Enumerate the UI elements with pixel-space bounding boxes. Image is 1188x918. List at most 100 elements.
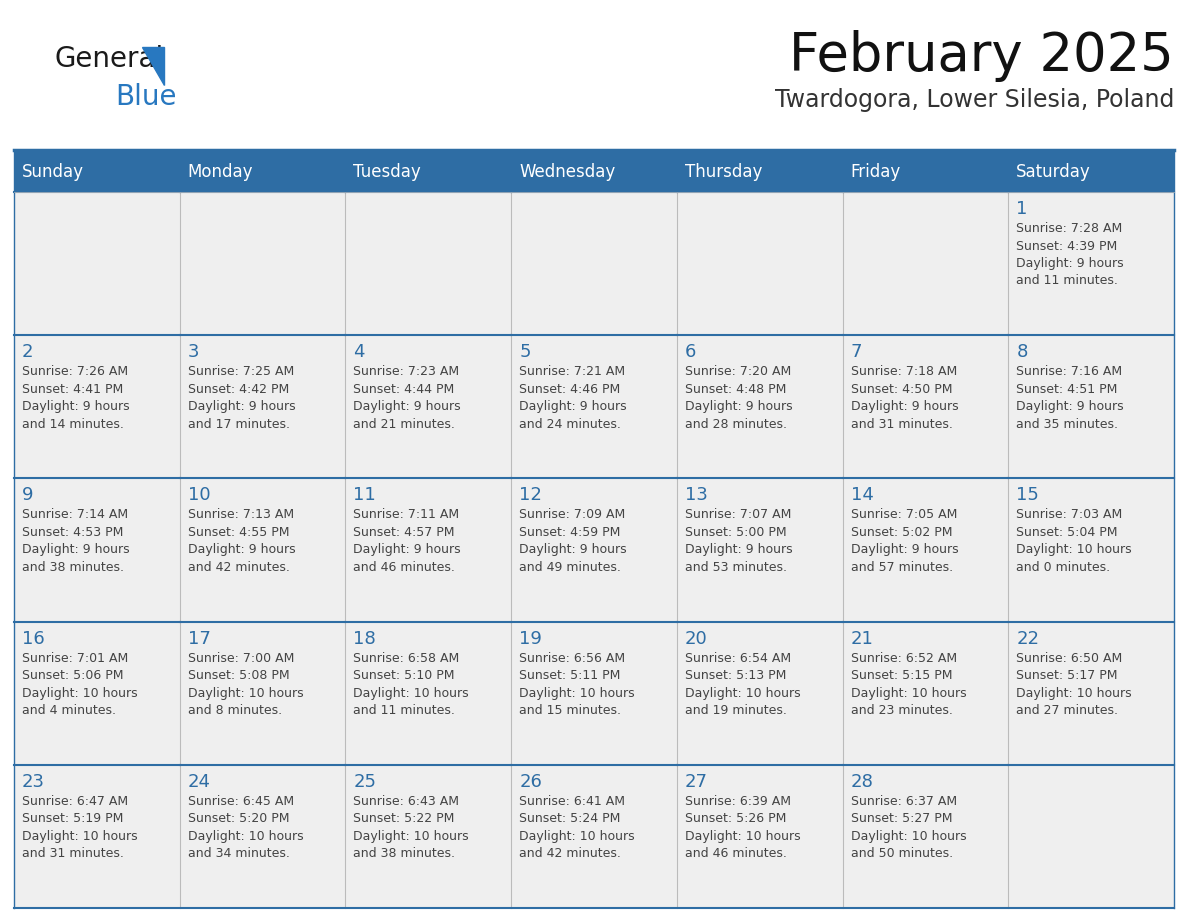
Text: Tuesday: Tuesday	[353, 163, 422, 181]
Bar	[1009, 152, 1174, 192]
Text: 1: 1	[1016, 200, 1028, 218]
Bar	[842, 335, 1009, 478]
Bar	[179, 621, 346, 765]
Bar	[677, 621, 842, 765]
Text: Sunrise: 6:58 AM
Sunset: 5:10 PM
Daylight: 10 hours
and 11 minutes.: Sunrise: 6:58 AM Sunset: 5:10 PM Dayligh…	[353, 652, 469, 717]
Bar	[1009, 621, 1174, 765]
Bar	[511, 478, 677, 621]
Text: 12: 12	[519, 487, 542, 504]
Bar	[842, 152, 1009, 192]
Text: Sunrise: 6:56 AM
Sunset: 5:11 PM
Daylight: 10 hours
and 15 minutes.: Sunrise: 6:56 AM Sunset: 5:11 PM Dayligh…	[519, 652, 634, 717]
Bar	[677, 192, 842, 335]
Bar	[677, 478, 842, 621]
Text: Sunrise: 6:43 AM
Sunset: 5:22 PM
Daylight: 10 hours
and 38 minutes.: Sunrise: 6:43 AM Sunset: 5:22 PM Dayligh…	[353, 795, 469, 860]
Text: 13: 13	[684, 487, 708, 504]
Text: 23: 23	[23, 773, 45, 790]
Bar	[179, 765, 346, 908]
Bar	[511, 152, 677, 192]
Bar	[1009, 335, 1174, 478]
Text: 14: 14	[851, 487, 873, 504]
Bar	[14, 478, 179, 621]
Text: Sunrise: 7:00 AM
Sunset: 5:08 PM
Daylight: 10 hours
and 8 minutes.: Sunrise: 7:00 AM Sunset: 5:08 PM Dayligh…	[188, 652, 303, 717]
Text: 20: 20	[684, 630, 708, 647]
Text: Twardogora, Lower Silesia, Poland: Twardogora, Lower Silesia, Poland	[775, 88, 1174, 112]
Text: 2: 2	[23, 343, 33, 361]
Text: Sunrise: 7:05 AM
Sunset: 5:02 PM
Daylight: 9 hours
and 57 minutes.: Sunrise: 7:05 AM Sunset: 5:02 PM Dayligh…	[851, 509, 959, 574]
Bar	[511, 621, 677, 765]
Bar	[1009, 192, 1174, 335]
Text: Friday: Friday	[851, 163, 901, 181]
Bar	[14, 335, 179, 478]
Bar	[346, 478, 511, 621]
Text: 3: 3	[188, 343, 200, 361]
Text: 4: 4	[353, 343, 365, 361]
Text: General: General	[55, 45, 164, 73]
Text: 8: 8	[1016, 343, 1028, 361]
Bar	[842, 478, 1009, 621]
Text: Sunrise: 7:07 AM
Sunset: 5:00 PM
Daylight: 9 hours
and 53 minutes.: Sunrise: 7:07 AM Sunset: 5:00 PM Dayligh…	[684, 509, 792, 574]
Text: Sunrise: 6:54 AM
Sunset: 5:13 PM
Daylight: 10 hours
and 19 minutes.: Sunrise: 6:54 AM Sunset: 5:13 PM Dayligh…	[684, 652, 801, 717]
Text: Sunrise: 6:47 AM
Sunset: 5:19 PM
Daylight: 10 hours
and 31 minutes.: Sunrise: 6:47 AM Sunset: 5:19 PM Dayligh…	[23, 795, 138, 860]
Text: Sunrise: 7:03 AM
Sunset: 5:04 PM
Daylight: 10 hours
and 0 minutes.: Sunrise: 7:03 AM Sunset: 5:04 PM Dayligh…	[1016, 509, 1132, 574]
Text: Sunrise: 6:50 AM
Sunset: 5:17 PM
Daylight: 10 hours
and 27 minutes.: Sunrise: 6:50 AM Sunset: 5:17 PM Dayligh…	[1016, 652, 1132, 717]
Bar	[179, 152, 346, 192]
Bar	[346, 192, 511, 335]
Text: Sunrise: 7:11 AM
Sunset: 4:57 PM
Daylight: 9 hours
and 46 minutes.: Sunrise: 7:11 AM Sunset: 4:57 PM Dayligh…	[353, 509, 461, 574]
Bar	[346, 621, 511, 765]
Text: Sunrise: 7:21 AM
Sunset: 4:46 PM
Daylight: 9 hours
and 24 minutes.: Sunrise: 7:21 AM Sunset: 4:46 PM Dayligh…	[519, 365, 627, 431]
Bar	[842, 621, 1009, 765]
Text: Sunrise: 6:39 AM
Sunset: 5:26 PM
Daylight: 10 hours
and 46 minutes.: Sunrise: 6:39 AM Sunset: 5:26 PM Dayligh…	[684, 795, 801, 860]
Bar	[179, 335, 346, 478]
Bar	[346, 335, 511, 478]
Text: 16: 16	[23, 630, 45, 647]
Text: Sunday: Sunday	[23, 163, 84, 181]
Bar	[1009, 765, 1174, 908]
Bar	[179, 478, 346, 621]
Bar	[1009, 478, 1174, 621]
Bar	[511, 192, 677, 335]
Text: Sunrise: 6:41 AM
Sunset: 5:24 PM
Daylight: 10 hours
and 42 minutes.: Sunrise: 6:41 AM Sunset: 5:24 PM Dayligh…	[519, 795, 634, 860]
Polygon shape	[143, 47, 164, 85]
Text: 9: 9	[23, 487, 33, 504]
Text: 6: 6	[684, 343, 696, 361]
Text: February 2025: February 2025	[789, 30, 1174, 82]
Text: 17: 17	[188, 630, 210, 647]
Text: Monday: Monday	[188, 163, 253, 181]
Text: Sunrise: 7:28 AM
Sunset: 4:39 PM
Daylight: 9 hours
and 11 minutes.: Sunrise: 7:28 AM Sunset: 4:39 PM Dayligh…	[1016, 222, 1124, 287]
Text: 28: 28	[851, 773, 873, 790]
Text: 27: 27	[684, 773, 708, 790]
Bar	[346, 765, 511, 908]
Text: Sunrise: 7:01 AM
Sunset: 5:06 PM
Daylight: 10 hours
and 4 minutes.: Sunrise: 7:01 AM Sunset: 5:06 PM Dayligh…	[23, 652, 138, 717]
Text: Saturday: Saturday	[1016, 163, 1091, 181]
Bar	[842, 765, 1009, 908]
Text: 21: 21	[851, 630, 873, 647]
Bar	[677, 765, 842, 908]
Bar	[511, 335, 677, 478]
Text: Thursday: Thursday	[684, 163, 763, 181]
Text: 11: 11	[353, 487, 377, 504]
Text: Sunrise: 7:25 AM
Sunset: 4:42 PM
Daylight: 9 hours
and 17 minutes.: Sunrise: 7:25 AM Sunset: 4:42 PM Dayligh…	[188, 365, 296, 431]
Text: Sunrise: 7:09 AM
Sunset: 4:59 PM
Daylight: 9 hours
and 49 minutes.: Sunrise: 7:09 AM Sunset: 4:59 PM Dayligh…	[519, 509, 627, 574]
Text: 5: 5	[519, 343, 531, 361]
Text: Blue: Blue	[115, 83, 177, 111]
Bar	[677, 152, 842, 192]
Bar	[14, 192, 179, 335]
Bar	[179, 192, 346, 335]
Bar	[14, 621, 179, 765]
Text: 7: 7	[851, 343, 862, 361]
Text: Sunrise: 7:18 AM
Sunset: 4:50 PM
Daylight: 9 hours
and 31 minutes.: Sunrise: 7:18 AM Sunset: 4:50 PM Dayligh…	[851, 365, 959, 431]
Bar	[511, 765, 677, 908]
Text: 10: 10	[188, 487, 210, 504]
Text: Sunrise: 7:23 AM
Sunset: 4:44 PM
Daylight: 9 hours
and 21 minutes.: Sunrise: 7:23 AM Sunset: 4:44 PM Dayligh…	[353, 365, 461, 431]
Text: 25: 25	[353, 773, 377, 790]
Text: Sunrise: 7:13 AM
Sunset: 4:55 PM
Daylight: 9 hours
and 42 minutes.: Sunrise: 7:13 AM Sunset: 4:55 PM Dayligh…	[188, 509, 296, 574]
Bar	[14, 765, 179, 908]
Text: Sunrise: 7:26 AM
Sunset: 4:41 PM
Daylight: 9 hours
and 14 minutes.: Sunrise: 7:26 AM Sunset: 4:41 PM Dayligh…	[23, 365, 129, 431]
Text: 26: 26	[519, 773, 542, 790]
Text: 24: 24	[188, 773, 210, 790]
Text: Sunrise: 7:20 AM
Sunset: 4:48 PM
Daylight: 9 hours
and 28 minutes.: Sunrise: 7:20 AM Sunset: 4:48 PM Dayligh…	[684, 365, 792, 431]
Bar	[677, 335, 842, 478]
Text: Sunrise: 7:16 AM
Sunset: 4:51 PM
Daylight: 9 hours
and 35 minutes.: Sunrise: 7:16 AM Sunset: 4:51 PM Dayligh…	[1016, 365, 1124, 431]
Text: 18: 18	[353, 630, 377, 647]
Text: Sunrise: 6:37 AM
Sunset: 5:27 PM
Daylight: 10 hours
and 50 minutes.: Sunrise: 6:37 AM Sunset: 5:27 PM Dayligh…	[851, 795, 966, 860]
